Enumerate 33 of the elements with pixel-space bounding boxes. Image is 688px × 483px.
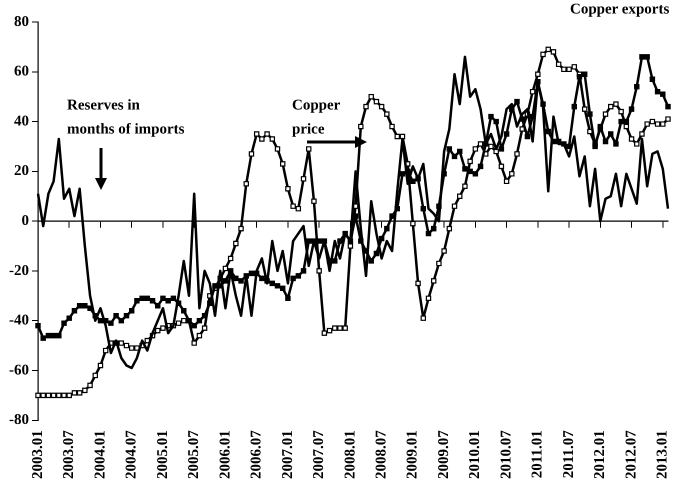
- x-tick-label: 2003.01: [30, 430, 46, 479]
- x-tick-label: 2006.07: [248, 430, 265, 479]
- y-tick-label: 40: [14, 113, 29, 130]
- x-tick-label: 2004.01: [92, 430, 108, 479]
- series-label: Copper price: [292, 97, 341, 138]
- y-tick-label: -60: [8, 362, 29, 378]
- y-tick-label: 80: [14, 14, 29, 30]
- x-tick-label: 2008.01: [342, 430, 358, 479]
- x-tick-label: 2009.07: [436, 430, 452, 479]
- x-tick-label: 2008.07: [374, 430, 390, 479]
- x-tick-label: 2012.07: [623, 430, 640, 479]
- x-tick-label: 2009.01: [404, 430, 421, 479]
- x-tick-label: 2013.01: [654, 430, 671, 479]
- y-tick-label: -80: [8, 412, 29, 428]
- y-tick-label: -20: [8, 262, 29, 279]
- x-tick-label: 2007.01: [280, 430, 296, 479]
- x-tick-label: 2010.01: [467, 430, 484, 479]
- x-tick-label: 2010.07: [498, 430, 514, 479]
- x-tick-label: 2011.07: [560, 430, 577, 478]
- y-tick-label: 0: [21, 213, 29, 229]
- y-tick-label: 60: [14, 64, 29, 80]
- x-tick-label: 2003.07: [61, 430, 78, 479]
- x-tick-label: 2007.07: [311, 430, 328, 479]
- text: Copper exports: [570, 1, 670, 18]
- x-tick-label: 2006.01: [217, 430, 234, 479]
- x-tick-label: 2004.07: [124, 430, 140, 479]
- series-label: Reserves in months of imports: [67, 97, 185, 138]
- y-tick-label: -40: [8, 312, 29, 329]
- x-tick-label: 2011.01: [530, 430, 546, 478]
- x-tick-label: 2005.07: [186, 430, 202, 479]
- x-tick-label: 2005.01: [154, 430, 171, 479]
- x-tick-label: 2012.01: [592, 430, 608, 479]
- y-tick-label: 20: [14, 163, 29, 180]
